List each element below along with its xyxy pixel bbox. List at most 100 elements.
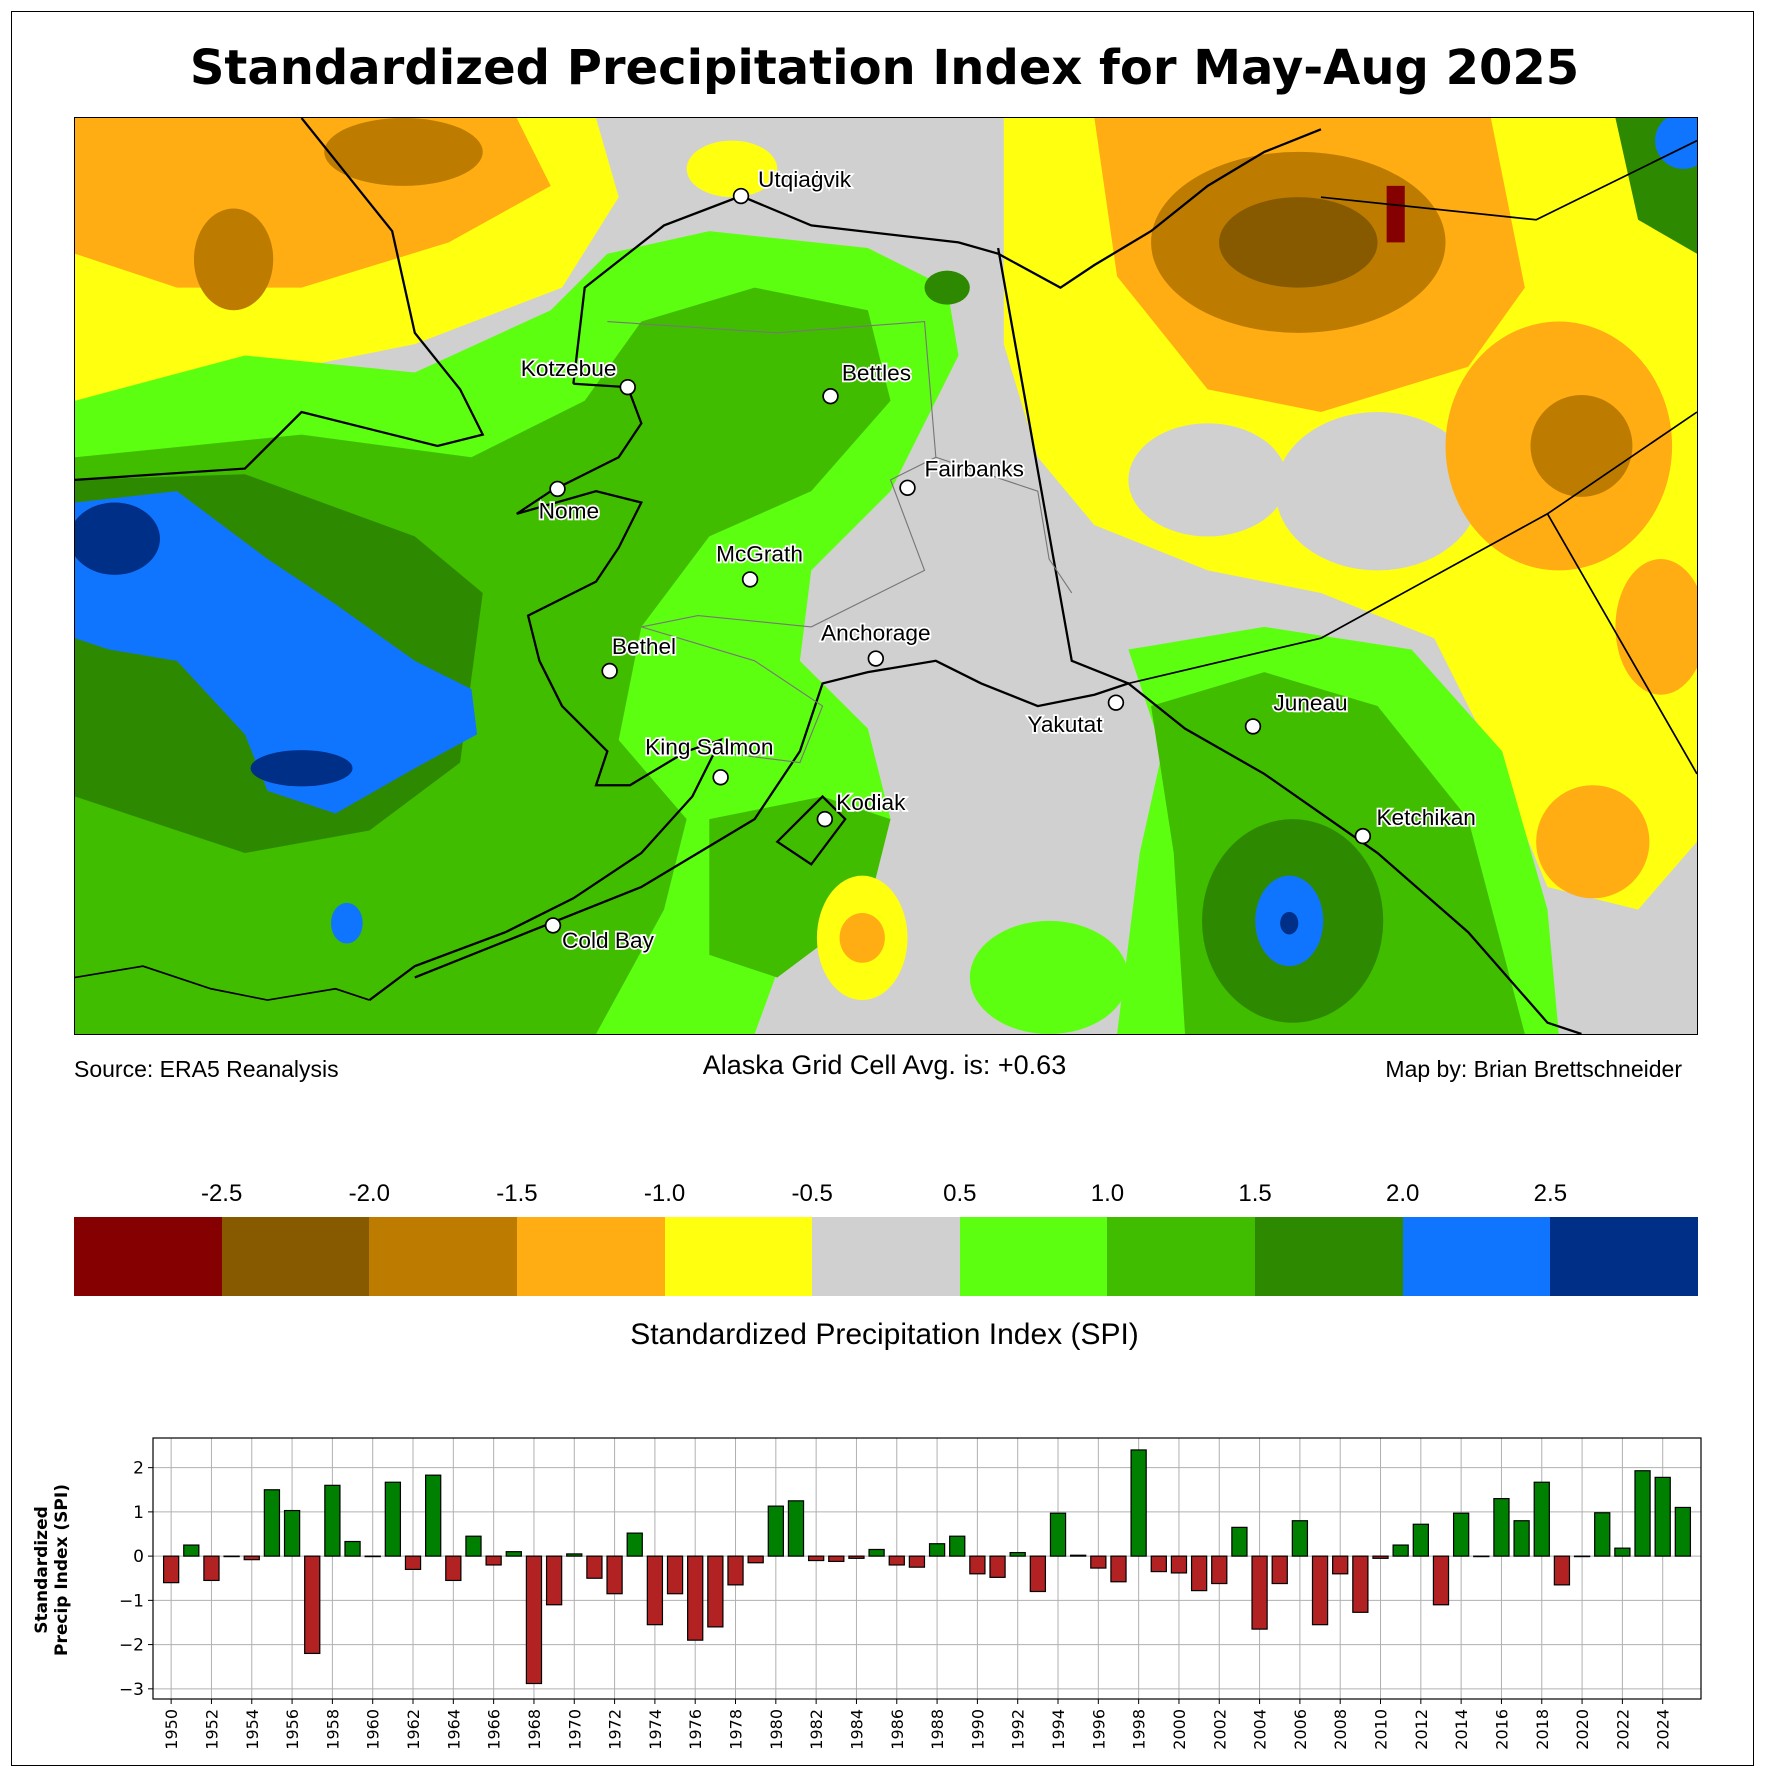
bar-2008 [1332,1555,1349,1575]
bar-1987 [908,1555,926,1568]
bar-2014 [1452,1512,1470,1557]
x-tick-label: 1954 [243,1709,262,1750]
colorbar-segment [664,1217,813,1296]
x-tick-label: 2010 [1372,1709,1391,1750]
chart-axes-frame [152,1437,1702,1700]
colorbar-tick-label: 0.5 [943,1180,977,1207]
bar-1984 [848,1555,865,1559]
city-label: Bethel [612,634,676,659]
spi-map: Utqiaġvik Kotzebue Bettles Fairbanks Nome McG… [74,117,1698,1035]
bar-1952 [203,1555,220,1582]
colorbar-segment [1255,1217,1403,1296]
colorbar-segment [812,1217,960,1296]
city-dot-icon [741,571,759,588]
bar-2016 [1493,1498,1510,1557]
bar-1981 [787,1500,805,1557]
x-tick-label: 1968 [525,1709,544,1750]
x-tick-label: 2000 [1170,1709,1189,1750]
bar-1999 [1150,1555,1167,1573]
x-tick-label: 2008 [1331,1709,1350,1750]
colorbar-segment [221,1217,370,1296]
bar-1971 [586,1555,603,1579]
bar-1994 [1049,1512,1067,1557]
bar-2020 [1573,1555,1591,1558]
city-marker: Kodiak [816,788,908,828]
bar-1976 [687,1555,704,1641]
credit-text: Map by: Brian Brettschneider [1385,1056,1682,1082]
bar-1988 [928,1543,946,1557]
page-title: Standardized Precipitation Index for May… [189,40,1580,96]
x-tick-label: 1974 [646,1709,665,1750]
bar-1958 [324,1484,341,1557]
colorbar-title: Standardized Precipitation Index (SPI) [630,1318,1139,1351]
x-tick-label: 1976 [686,1709,705,1750]
colorbar-segment [1550,1217,1699,1296]
bar-1977 [707,1555,724,1628]
x-tick-label: 1996 [1089,1709,1108,1750]
y-axis-label-line1: Standardized [32,1506,52,1634]
x-tick-label: 2024 [1654,1709,1673,1750]
bar-1959 [344,1540,361,1557]
bar-2023 [1634,1470,1651,1557]
bar-1992 [1009,1551,1026,1557]
bar-2022 [1614,1547,1631,1557]
bar-2018 [1533,1481,1550,1557]
city-marker: Anchorage [819,619,932,667]
colorbar-tick-label: -1.0 [643,1180,686,1207]
x-tick-label: 2020 [1573,1709,1592,1750]
city-marker: Nome [537,480,601,525]
y-axis-label: Standardized Precip Index (SPI) [32,1484,72,1656]
bar-1956 [283,1509,301,1557]
city-dot-icon [816,810,834,828]
x-tick-label: 1966 [485,1709,504,1750]
bar-1985 [868,1548,885,1557]
x-tick-label: 2018 [1533,1709,1552,1750]
x-tick-label: 1960 [364,1709,383,1750]
bar-1998 [1130,1449,1147,1557]
colorbar-tick-label: 2.5 [1533,1180,1568,1207]
x-tick-label: 1998 [1130,1709,1149,1750]
city-marker: Cold Bay [544,917,656,955]
city-marker: Utqiaġvik [732,165,854,205]
x-tick-label: 1994 [1049,1709,1068,1750]
bar-1950 [162,1555,180,1584]
y-tick-label: −3 [119,1680,144,1700]
x-tick-label: 1986 [888,1709,907,1750]
x-tick-label: 2022 [1613,1709,1632,1750]
bar-1963 [425,1474,442,1557]
colorbar-labels: -2.5 -2.0 -1.5 -1.0 -0.5 0.5 1.0 1.5 2.0 2.5 [74,1180,1698,1210]
city-dot-icon [549,480,566,498]
average-text: Alaska Grid Cell Avg. is: +0.63 [702,1050,1067,1080]
x-tick-label: 2002 [1210,1709,1229,1750]
colorbar-tick-label: -0.5 [791,1180,833,1207]
city-marker: Juneau [1244,689,1349,735]
city-marker: Yakutat [1026,694,1125,739]
bar-1989 [949,1535,966,1557]
city-marker: Kotzebue [519,354,636,396]
city-label: Utqiaġvik [758,167,852,192]
bar-1980 [767,1505,784,1557]
bar-2010 [1372,1555,1389,1559]
bar-1979 [747,1555,764,1564]
city-dot-icon [712,769,729,786]
colorbar-tick-label: 1.0 [1090,1180,1125,1207]
bar-1966 [485,1555,502,1566]
bar-1978 [727,1555,744,1586]
bar-1968 [525,1555,543,1685]
bar-1990 [969,1555,986,1575]
colorbar-segment [959,1217,1108,1296]
city-label: McGrath [716,541,803,566]
city-dot-icon [867,650,885,667]
bar-1974 [646,1555,664,1626]
bar-2011 [1392,1544,1409,1557]
bar-2025 [1674,1506,1692,1557]
x-tick-label: 1956 [283,1709,302,1750]
city-label: Ketchikan [1376,805,1475,830]
bar-1953 [223,1555,240,1558]
bar-1961 [384,1481,402,1557]
bar-1975 [666,1555,684,1595]
city-marker: Bethel [601,632,678,680]
figure-frame [11,11,1754,1766]
bar-1972 [606,1555,623,1595]
